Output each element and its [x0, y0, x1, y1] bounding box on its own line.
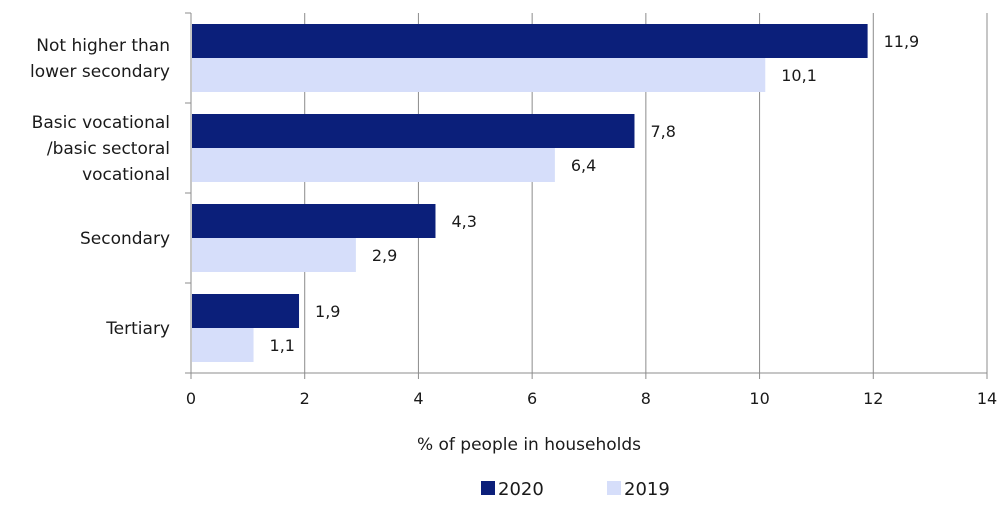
category-label: Not higher than lower secondary — [30, 36, 170, 82]
x-axis-title: % of people in households — [417, 435, 641, 455]
data-label: 1,1 — [270, 336, 295, 355]
bar-2019 — [192, 58, 766, 92]
data-label: 1,9 — [315, 302, 340, 321]
x-tick-label: 14 — [977, 389, 997, 408]
labels: 11,9 10,1 Not higher than lower secondary 7,… — [30, 32, 919, 355]
category-label: Secondary — [80, 229, 170, 249]
category-label: Tertiary — [105, 319, 170, 339]
bar-2020 — [192, 24, 868, 58]
bar-2020 — [192, 204, 436, 238]
category-label: Basic vocational/basic sectoral vocationa… — [32, 113, 170, 185]
data-label: 7,8 — [650, 122, 675, 141]
legend-swatch-2019 — [607, 481, 621, 495]
legend-label-2020: 2020 — [498, 479, 544, 500]
legend-label-2019: 2019 — [624, 479, 670, 500]
axes: 0 2 4 6 8 10 12 14 — [185, 12, 997, 408]
data-label: 2,9 — [372, 246, 397, 265]
x-tick-label: 8 — [641, 389, 651, 408]
bar-2019 — [192, 328, 254, 362]
bar-2019 — [192, 238, 356, 272]
bars — [192, 24, 868, 362]
data-label: 4,3 — [451, 212, 476, 231]
legend: 2020 2019 — [481, 479, 670, 500]
x-tick-label: 12 — [863, 389, 883, 408]
legend-swatch-2020 — [481, 481, 495, 495]
x-tick-label: 4 — [413, 389, 423, 408]
x-tick-label: 0 — [186, 389, 196, 408]
data-label: 10,1 — [781, 66, 817, 85]
x-tick-label: 10 — [749, 389, 769, 408]
data-label: 6,4 — [571, 156, 596, 175]
x-tick-label: 2 — [300, 389, 310, 408]
data-label: 11,9 — [884, 32, 920, 51]
bar-2019 — [192, 148, 555, 182]
bar-2020 — [192, 294, 300, 328]
bar-2020 — [192, 114, 635, 148]
x-tick-label: 6 — [527, 389, 537, 408]
